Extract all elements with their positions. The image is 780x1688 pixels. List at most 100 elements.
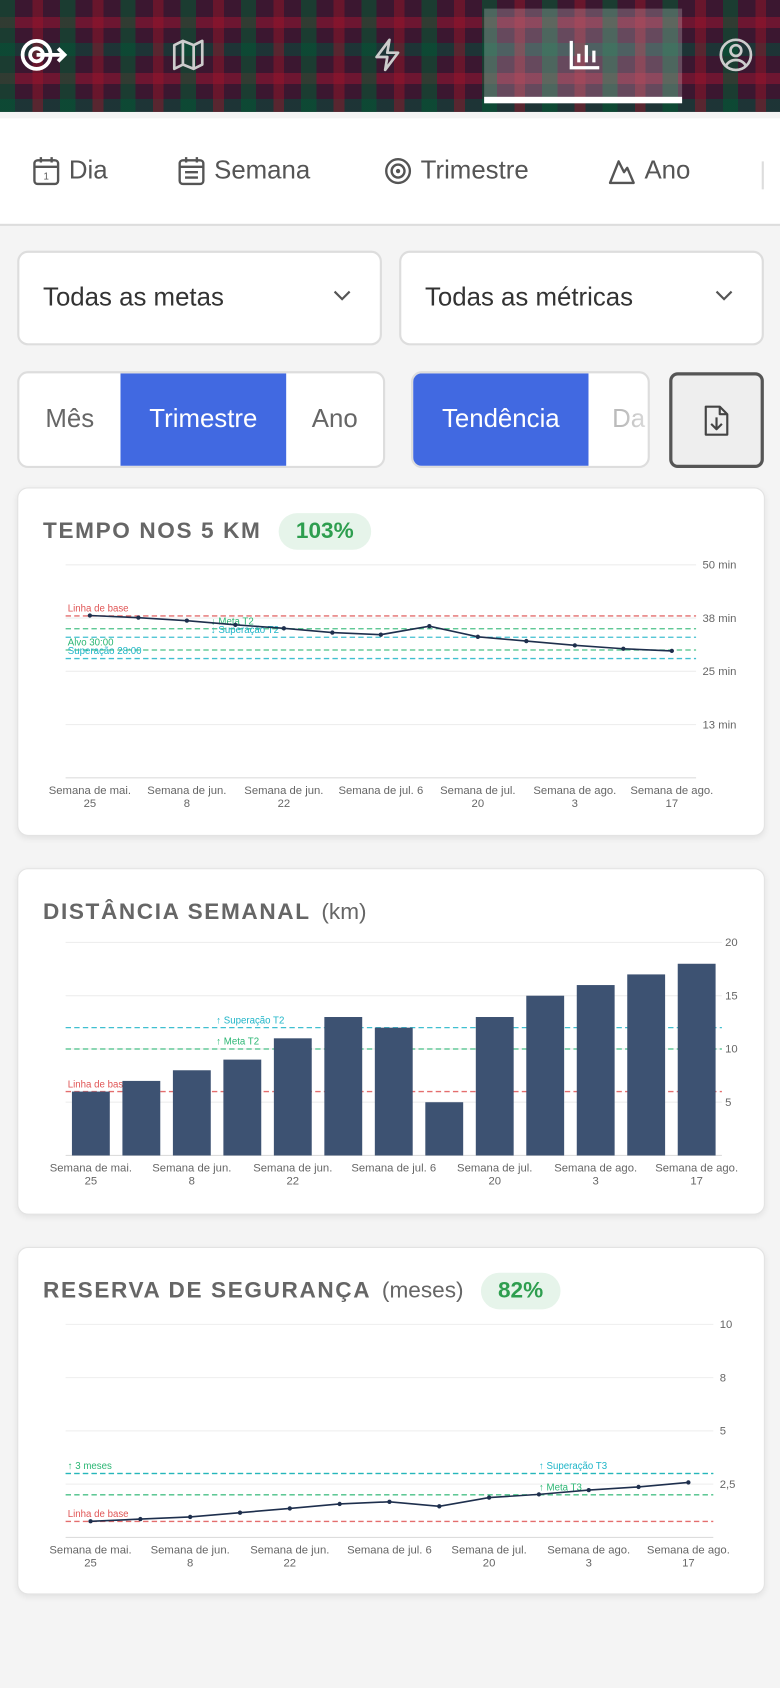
chevron (715, 290, 733, 301)
x-tick-label: Semana de mai. 25 (49, 1543, 132, 1570)
bar (374, 1027, 413, 1156)
icon (704, 405, 729, 436)
x-tick-label: Semana de ago. 17 (655, 1161, 739, 1188)
reference-label: ↑ Meta T3 (539, 1482, 582, 1493)
tab[interactable]: Trimestre (384, 156, 529, 186)
goal-select[interactable]: Todas as metas (17, 250, 382, 346)
y-tick-label: 10 (725, 1044, 738, 1056)
x-tick-label: Semana de jun. 8 (150, 1543, 230, 1570)
nav-goals[interactable] (17, 28, 71, 82)
chart-header: TEMPO NOS 5 KM 103% (43, 512, 371, 551)
data-point (636, 1484, 641, 1490)
x-tick-label: Semana de jul. 6 (338, 784, 424, 798)
reference-label: Alvo 30:00 (68, 638, 114, 649)
icon (608, 160, 635, 185)
reference-label: ↑ Superação T2 (216, 1015, 284, 1026)
chart-card: DISTÂNCIA SEMANAL (km) 5 10 15 20 ↑ Superação … (17, 868, 765, 1215)
y-tick-label: 10 (720, 1319, 733, 1331)
data-point (536, 1492, 542, 1497)
chart-card: RESERVA DE SEGURANÇA (meses) 82% 2,5 5 8 10 ↑ 3… (17, 1246, 765, 1595)
tab[interactable]: Semana (178, 156, 310, 186)
svg-text:1: 1 (44, 172, 49, 183)
tab-overflow (761, 161, 780, 190)
bar (324, 1017, 363, 1156)
data-point (475, 634, 480, 639)
x-tick-label: Semana de jul. 20 (451, 1543, 527, 1570)
download-button[interactable] (669, 372, 764, 468)
icon (172, 39, 204, 71)
bar (273, 1038, 312, 1156)
tab-label: Ano (644, 155, 691, 186)
x-tick-label: Semana de jun. 22 (253, 1161, 333, 1188)
data-point (188, 1514, 193, 1520)
x-tick-label: Semana de ago. 17 (630, 784, 714, 811)
icon: 1 (33, 157, 60, 186)
toggle-option[interactable]: Da (612, 404, 646, 434)
tab[interactable]: 1 Dia (32, 156, 108, 186)
icon (385, 158, 412, 185)
y-tick-label: 8 (720, 1372, 726, 1384)
nav-map[interactable] (161, 28, 215, 82)
reference-label: ↑ 3 meses (68, 1461, 112, 1472)
data-point (387, 1499, 392, 1504)
chart: 13 min 25 min 38 min 50 min Linha de base ↓ M… (65, 560, 737, 779)
nav-active-bg (484, 8, 683, 104)
icon (178, 157, 205, 186)
y-tick-label: 13 min (703, 719, 737, 731)
icon (20, 38, 68, 71)
x-tick-label: Semana de jun. 22 (250, 1543, 330, 1570)
toggle-option[interactable]: Ano (311, 404, 358, 434)
chart-header: DISTÂNCIA SEMANAL (km) (43, 893, 367, 932)
data-point (427, 624, 432, 629)
nav-stats[interactable] (557, 28, 611, 82)
data-point (572, 643, 577, 648)
icon (719, 38, 753, 72)
x-tick-label: Semana de jul. 6 (351, 1161, 437, 1175)
bar (122, 1080, 161, 1156)
select-label: Todas as métricas (424, 282, 634, 312)
top-nav (0, 0, 780, 112)
data-point (524, 638, 529, 644)
data-point (233, 622, 238, 628)
data-point (686, 1480, 691, 1485)
chart-card: TEMPO NOS 5 KM 103% 13 min 25 min 38 min 50 m… (17, 487, 765, 836)
nav-profile[interactable] (709, 28, 763, 82)
bar (172, 1070, 211, 1156)
x-tick-label: Semana de mai. 25 (49, 1161, 132, 1188)
toggle-option[interactable]: Tendência (413, 373, 589, 466)
toggle-option[interactable]: Mês (45, 404, 95, 434)
data-point (486, 1495, 492, 1500)
nav-active-indicator (484, 96, 683, 104)
x-tick-label: Semana de jun. 8 (147, 784, 227, 811)
progress-badge: 103% (278, 513, 371, 550)
icon (569, 40, 600, 70)
x-tick-label: Semana de jul. 20 (457, 1161, 533, 1188)
reference-label: ↑ Meta T2 (216, 1037, 259, 1048)
metric-select[interactable]: Todas as métricas (399, 250, 764, 346)
data-point (437, 1504, 442, 1509)
data-point (87, 613, 93, 618)
period-tabs: 1 Dia Semana Trimestre Ano (0, 118, 780, 226)
data-point (281, 626, 287, 631)
chart: 5 10 15 20 ↑ Superação T2 ↑ Meta T2 Linha de b… (65, 937, 738, 1157)
chart-title: RESERVA DE SEGURANÇA (43, 1278, 372, 1303)
toggle-option[interactable]: Trimestre (120, 373, 287, 466)
icon (375, 38, 400, 72)
x-tick-label: Semana de mai. 25 (48, 784, 132, 811)
chevron (333, 290, 351, 301)
data-point (337, 1501, 342, 1507)
data-point (237, 1510, 243, 1515)
data-point (330, 630, 335, 635)
reference-label: ↓ Meta T2 (211, 616, 254, 627)
data-point (138, 1516, 143, 1522)
tab[interactable]: Ano (608, 155, 691, 186)
bar (425, 1102, 464, 1156)
chart: 2,5 5 8 10 ↑ 3 meses ↑ Superação T3 ↑ Meta T3 L… (65, 1319, 735, 1538)
bar (71, 1091, 110, 1156)
x-tick-label: Semana de jul. 20 (440, 784, 516, 811)
nav-activity[interactable] (360, 28, 414, 82)
progress-badge: 82% (480, 1272, 561, 1310)
y-tick-label: 15 (725, 990, 738, 1002)
